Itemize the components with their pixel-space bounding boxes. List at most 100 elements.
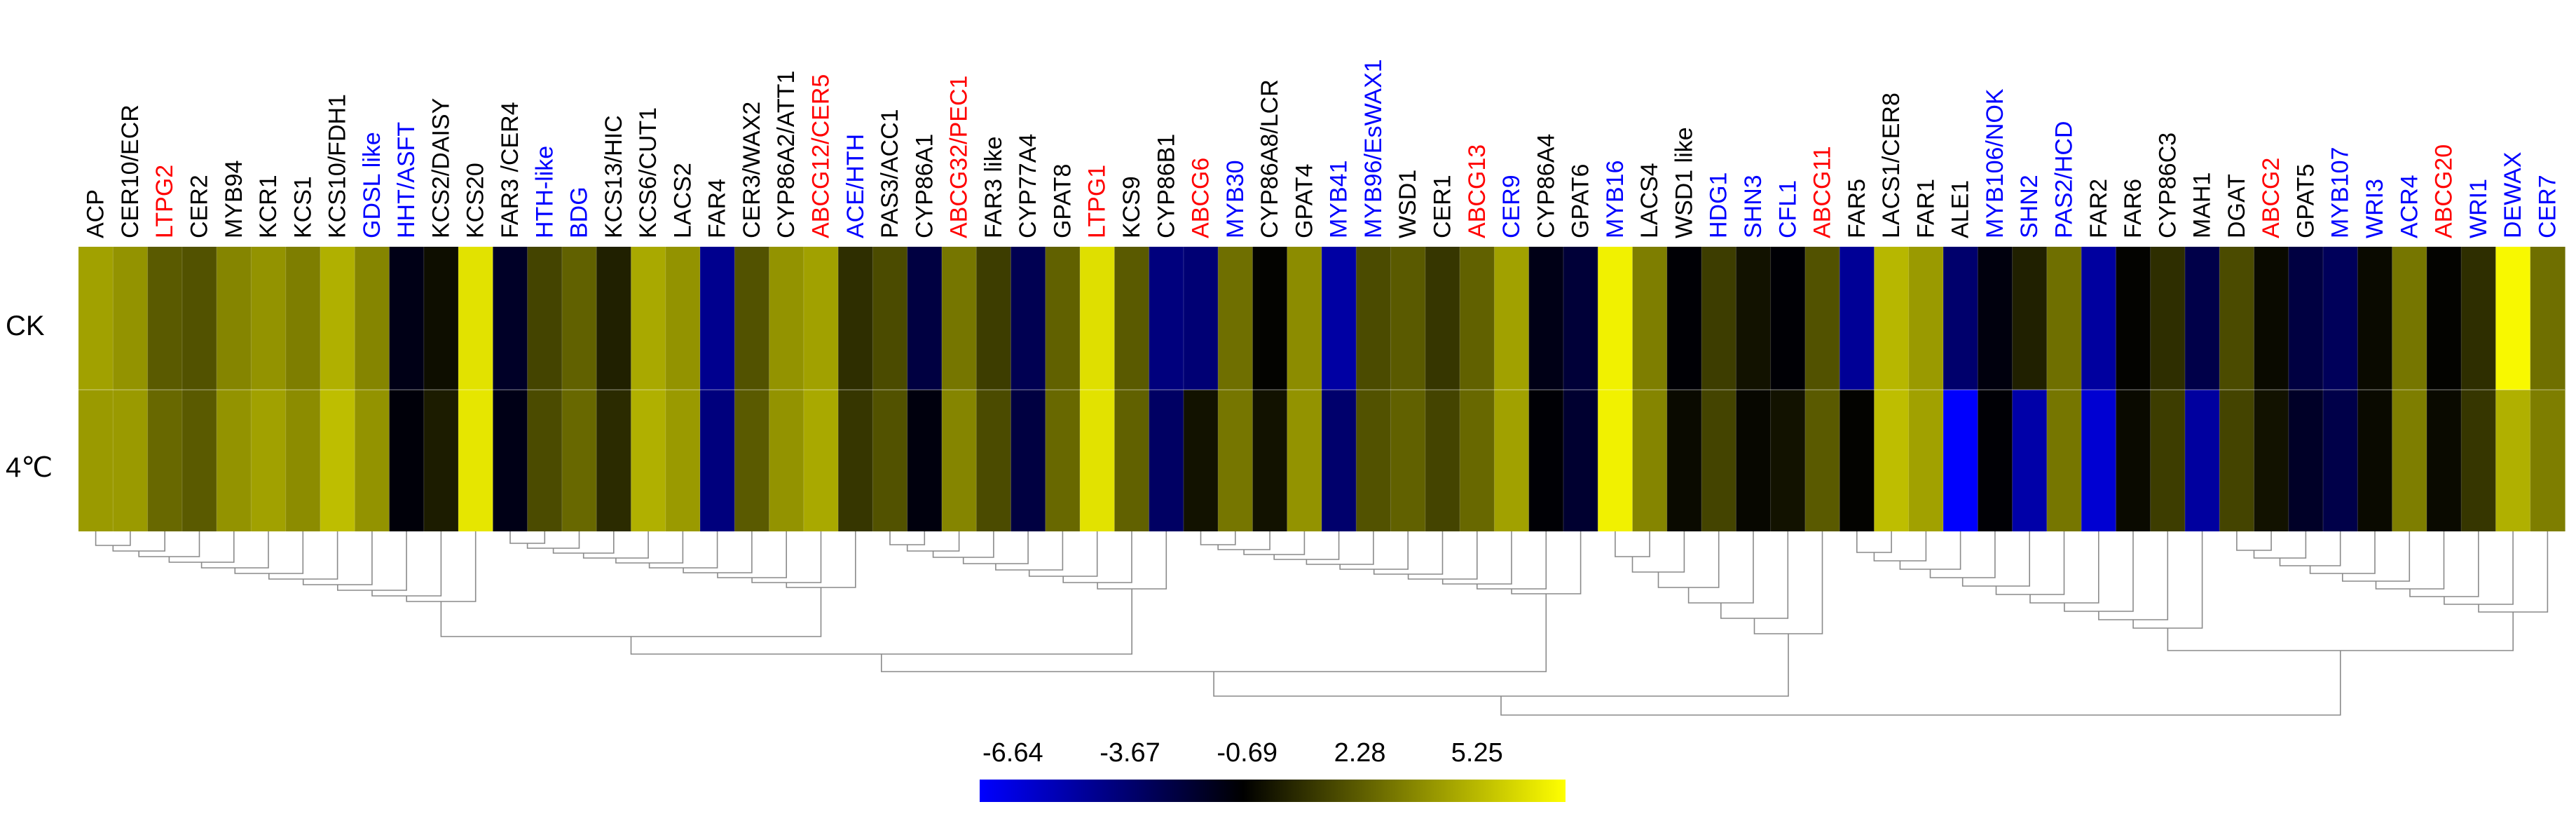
column-label-71: CER7: [2534, 175, 2561, 238]
heat-cell-ck-31: [1149, 247, 1184, 390]
heat-cell-4c-67: [2392, 390, 2427, 531]
dendrogram-branch: [168, 531, 235, 563]
heat-cell-4c-34: [1252, 390, 1288, 531]
column-label-18: FAR4: [704, 179, 731, 238]
heat-cell-ck-62: [2219, 247, 2255, 390]
dendrogram-branch: [526, 531, 580, 549]
column-label-69: WRI1: [2465, 179, 2492, 238]
heat-cell-ck-33: [1218, 247, 1254, 390]
dendrogram-branch: [2167, 612, 2514, 651]
heat-cell-4c-68: [2426, 390, 2462, 531]
heat-cell-4c-54: [1943, 390, 1978, 531]
heat-cell-ck-70: [2495, 247, 2531, 390]
column-label-20: CYP86A2/ATT1: [773, 71, 800, 238]
column-label-55: MYB106/NOK: [1982, 88, 2008, 238]
heat-cell-ck-34: [1252, 247, 1288, 390]
heat-cell-4c-42: [1528, 390, 1564, 531]
heat-cell-4c-1: [113, 390, 149, 531]
heat-cell-ck-48: [1736, 247, 1772, 390]
heat-cell-ck-14: [561, 247, 597, 390]
column-label-14: BDG: [566, 186, 593, 238]
heat-cell-4c-49: [1770, 390, 1806, 531]
heat-cell-ck-36: [1322, 247, 1357, 390]
heat-cell-4c-0: [78, 390, 114, 531]
heat-cell-4c-66: [2357, 390, 2393, 531]
heat-cell-4c-22: [838, 390, 873, 531]
column-label-65: MYB107: [2327, 147, 2354, 238]
heat-cell-ck-0: [78, 247, 114, 390]
column-label-11: KCS20: [463, 163, 489, 238]
dendrogram-branch: [2253, 531, 2307, 559]
column-label-63: ABCG2: [2258, 158, 2284, 238]
column-label-0: ACP: [83, 189, 109, 238]
dendrogram-branch: [1500, 651, 2341, 716]
column-label-16: KCS6/CUT1: [635, 107, 662, 238]
heat-cell-ck-52: [1874, 247, 1910, 390]
heat-cell-ck-59: [2116, 247, 2151, 390]
color-scale-tick-label: -6.64: [982, 738, 1043, 768]
dendrogram-branch: [1631, 531, 1685, 573]
dendrogram-branch: [1899, 531, 1961, 570]
heat-cell-4c-65: [2323, 390, 2358, 531]
heat-cell-4c-56: [2012, 390, 2048, 531]
column-label-56: SHN2: [2016, 175, 2043, 238]
column-label-57: PAS2/HCD: [2050, 121, 2077, 238]
heat-cell-4c-64: [2288, 390, 2324, 531]
heat-cell-ck-44: [1598, 247, 1633, 390]
column-label-17: LACS2: [669, 163, 696, 238]
heat-cell-4c-37: [1356, 390, 1392, 531]
heat-cell-4c-30: [1114, 390, 1150, 531]
heat-cell-ck-50: [1804, 247, 1840, 390]
heat-cell-ck-38: [1390, 247, 1426, 390]
heat-cell-4c-60: [2150, 390, 2186, 531]
heat-cell-4c-36: [1322, 390, 1357, 531]
heat-cell-ck-56: [2012, 247, 2048, 390]
column-label-42: CYP86A4: [1533, 134, 1559, 238]
column-label-29: LTPG1: [1084, 165, 1111, 238]
column-label-38: WSD1: [1395, 170, 1421, 238]
column-label-47: HDG1: [1706, 172, 1732, 238]
column-label-27: CYP77A4: [1015, 134, 1041, 238]
heat-cell-4c-24: [907, 390, 943, 531]
column-labels: ACP CER10/ECR LTPG2 CER2 MYB94 KCR1 KCS1 KCS10/…: [83, 59, 2561, 238]
heat-cell-ck-24: [907, 247, 943, 390]
column-label-24: CYP86A1: [911, 134, 938, 238]
column-label-9: HHT/ASFT: [393, 122, 420, 238]
column-label-25: ABCG32/PEC1: [946, 76, 973, 238]
column-label-68: ABCG20: [2431, 144, 2458, 238]
heat-cell-ck-66: [2357, 247, 2393, 390]
heat-cell-4c-20: [769, 390, 804, 531]
dendrogram-branch: [1273, 531, 1340, 560]
heat-cell-4c-70: [2495, 390, 2531, 531]
heat-cell-4c-26: [976, 390, 1012, 531]
column-label-60: CYP86C3: [2154, 132, 2181, 238]
dendrogram-branch: [95, 531, 131, 546]
dendrogram-branch: [1687, 531, 1754, 604]
heat-cell-ck-25: [941, 247, 977, 390]
column-label-67: ACR4: [2396, 175, 2423, 238]
column-label-19: CER3/WAX2: [739, 102, 765, 238]
heat-cell-4c-28: [1045, 390, 1081, 531]
dendrogram-branch: [881, 594, 1547, 672]
heat-cell-ck-58: [2081, 247, 2116, 390]
dendrogram-branch: [1217, 531, 1270, 550]
heat-cell-ck-26: [976, 247, 1012, 390]
column-label-58: FAR2: [2085, 179, 2112, 238]
heat-cell-4c-53: [1908, 390, 1944, 531]
column-label-15: KCS13/HIC: [601, 115, 627, 238]
dendrogram-branch: [889, 531, 926, 545]
heat-cell-ck-54: [1943, 247, 1978, 390]
heat-cell-4c-15: [596, 390, 632, 531]
column-label-51: FAR5: [1844, 179, 1870, 238]
dendrogram-branch: [906, 531, 960, 552]
heat-cell-ck-60: [2150, 247, 2186, 390]
column-label-44: MYB16: [1602, 161, 1629, 239]
column-label-35: GPAT4: [1291, 164, 1317, 238]
heat-cell-ck-53: [1908, 247, 1944, 390]
heat-cell-ck-43: [1563, 247, 1598, 390]
heat-cell-ck-45: [1632, 247, 1668, 390]
column-label-66: WRI3: [2362, 179, 2388, 238]
heat-cell-4c-32: [1183, 390, 1219, 531]
heat-cell-ck-57: [2046, 247, 2082, 390]
column-label-37: MYB96/EsWAX1: [1360, 59, 1387, 238]
